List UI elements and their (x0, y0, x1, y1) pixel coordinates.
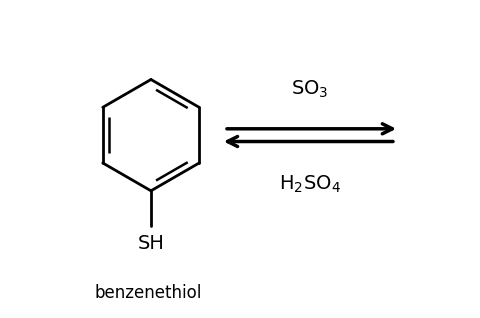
Text: H$_2$SO$_4$: H$_2$SO$_4$ (279, 173, 341, 195)
Text: benzenethiol: benzenethiol (94, 284, 202, 302)
Text: SO$_3$: SO$_3$ (291, 79, 329, 100)
Text: SH: SH (138, 234, 164, 253)
